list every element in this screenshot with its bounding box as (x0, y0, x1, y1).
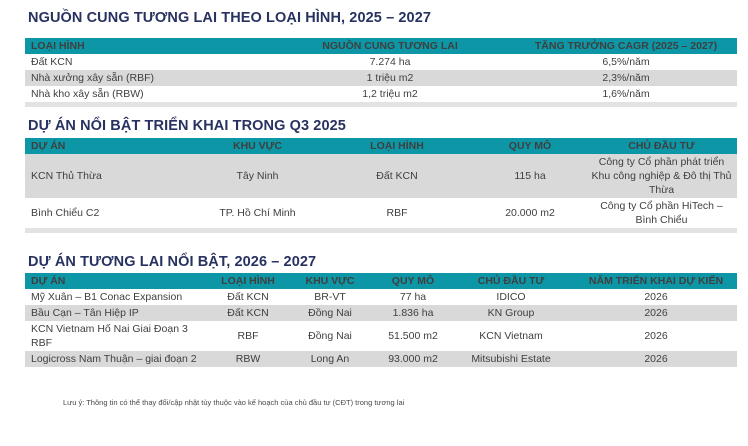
table-cell: Đất KCN (227, 291, 269, 303)
table-cell: BR-VT (314, 291, 346, 303)
table-cell: 2026 (644, 353, 668, 365)
table-cell: Logicross Nam Thuận – giai đoạn 2 (31, 353, 197, 365)
table-row: Nhà xưởng xây sẵn (RBF) 1 triệu m2 2,3%/nă… (25, 70, 737, 86)
column-header: KHU VỰC (305, 275, 355, 287)
column-header: NGUỒN CUNG TƯƠNG LAI (322, 40, 458, 52)
table-header-row: DỰ ÁN LOẠI HÌNH KHU VỰC QUY MÔ CHỦ ĐẦU TƯ NĂM… (25, 273, 737, 289)
table-cell: Đất KCN (31, 56, 73, 68)
table-cell: 6,5%/năm (602, 56, 650, 68)
column-header: QUY MÔ (508, 140, 552, 152)
column-header: QUY MÔ (391, 275, 435, 287)
table-cell: 1.836 ha (392, 307, 434, 319)
table-cell: Bình Chiểu C2 (31, 207, 100, 219)
table-cell: Mitsubishi Estate (471, 353, 551, 365)
table-row: Đất KCN 7.274 ha 6,5%/năm (25, 54, 737, 70)
table-row: Mỹ Xuân – B1 Conac Expansion Đất KCN BR-VT… (25, 289, 737, 305)
table-cell: Đất KCN (227, 307, 269, 319)
table-header-row: DỰ ÁN KHU VỰC LOẠI HÌNH QUY MÔ CHỦ ĐẦU TƯ (25, 138, 737, 154)
column-header: CHỦ ĐẦU TƯ (628, 140, 695, 152)
table-cell: KN Group (487, 307, 535, 319)
table-cell: 51.500 m2 (388, 330, 438, 342)
table-future-supply-by-type: LOẠI HÌNH NGUỒN CUNG TƯƠNG LAI TĂNG TRƯỞNG… (25, 38, 737, 107)
table-cell: 77 ha (399, 291, 427, 303)
table-row: Bầu Cạn – Tân Hiệp IP Đất KCN Đồng Nai 1.83… (25, 305, 737, 321)
table-cell: RBF (386, 207, 408, 219)
section-title-q3-2025-projects: DỰ ÁN NỔI BẬT TRIỂN KHAI TRONG Q3 2025 (28, 118, 346, 134)
table-cell: RBW (235, 353, 261, 365)
table-cell: 2026 (644, 307, 668, 319)
table-bottom-strip (25, 228, 737, 233)
table-cell: 115 ha (514, 170, 546, 182)
table-cell: Đồng Nai (308, 330, 352, 342)
table-row: Bình Chiểu C2 TP. Hồ Chí Minh RBF 20.000 m2… (25, 198, 737, 228)
table-cell: 1,2 triệu m2 (362, 88, 418, 100)
table-cell: Nhà kho xây sẵn (RBW) (31, 88, 144, 100)
column-header: LOẠI HÌNH (370, 140, 424, 152)
table-row: Logicross Nam Thuận – giai đoạn 2 RBW Long… (25, 351, 737, 367)
table-cell: KCN Thủ Thừa (31, 170, 102, 182)
table-cell: TP. Hồ Chí Minh (219, 207, 296, 219)
column-header: TĂNG TRƯỞNG CAGR (2025 – 2027) (534, 40, 718, 52)
table-cell: Công ty Cổ phần phát triển Khu công nghi… (591, 156, 732, 196)
table-cell: Đất KCN (376, 170, 418, 182)
table-cell: 20.000 m2 (505, 207, 555, 219)
table-cell: KCN Vietnam (479, 330, 543, 342)
table-cell: 1 triệu m2 (366, 72, 414, 84)
section-title-future-projects: DỰ ÁN TƯƠNG LAI NỔI BẬT, 2026 – 2027 (28, 254, 317, 270)
section-title-future-supply: NGUỒN CUNG TƯƠNG LAI THEO LOẠI HÌNH, 202… (28, 10, 432, 26)
table-row: KCN Vietnam Hố Nai Giai Đoạn 3 RBF RBF Đồn… (25, 321, 737, 351)
column-header: KHU VỰC (233, 140, 282, 152)
table-cell: Mỹ Xuân – B1 Conac Expansion (31, 291, 183, 303)
column-header: LOẠI HÌNH (221, 275, 275, 287)
table-row: Nhà kho xây sẵn (RBW) 1,2 triệu m2 1,6%/nă… (25, 86, 737, 102)
footnote-disclaimer: Lưu ý: Thông tin có thể thay đổi/cập nhậ… (63, 398, 405, 407)
table-cell: 7.274 ha (369, 56, 411, 68)
column-header: CHỦ ĐẦU TƯ (477, 275, 545, 287)
table-cell: IDICO (496, 291, 526, 303)
column-header: NĂM TRIỂN KHAI DỰ KIẾN (588, 275, 724, 287)
table-cell: Đồng Nai (308, 307, 352, 319)
column-header: DỰ ÁN (31, 275, 66, 287)
table-cell: 1,6%/năm (602, 88, 650, 100)
table-bottom-strip (25, 102, 737, 107)
table-notable-projects-q3-2025: DỰ ÁN KHU VỰC LOẠI HÌNH QUY MÔ CHỦ ĐẦU TƯ KCN… (25, 138, 737, 233)
report-page: { "page": { "accent_teal": "#0d96a5", "r… (0, 9, 748, 446)
table-cell: 2026 (644, 330, 668, 342)
table-cell: Bầu Cạn – Tân Hiệp IP (31, 307, 139, 319)
table-cell: 2026 (644, 291, 668, 303)
table-notable-future-projects: DỰ ÁN LOẠI HÌNH KHU VỰC QUY MÔ CHỦ ĐẦU TƯ NĂM… (25, 273, 737, 367)
table-cell: RBF (237, 330, 259, 342)
table-cell: Công ty Cổ phần HiTech – Bình Chiểu (600, 200, 723, 226)
column-header: DỰ ÁN (31, 140, 66, 152)
table-row: KCN Thủ Thừa Tây Ninh Đất KCN 115 ha Công ty… (25, 154, 737, 198)
table-cell: Tây Ninh (236, 170, 279, 182)
table-header-row: LOẠI HÌNH NGUỒN CUNG TƯƠNG LAI TĂNG TRƯỞNG… (25, 38, 737, 54)
table-cell: KCN Vietnam Hố Nai Giai Đoạn 3 RBF (31, 323, 188, 349)
column-header: LOẠI HÌNH (31, 40, 85, 52)
table-cell: Nhà xưởng xây sẵn (RBF) (31, 72, 155, 84)
table-cell: 2,3%/năm (602, 72, 650, 84)
table-cell: Long An (310, 353, 350, 365)
table-cell: 93.000 m2 (388, 353, 438, 365)
